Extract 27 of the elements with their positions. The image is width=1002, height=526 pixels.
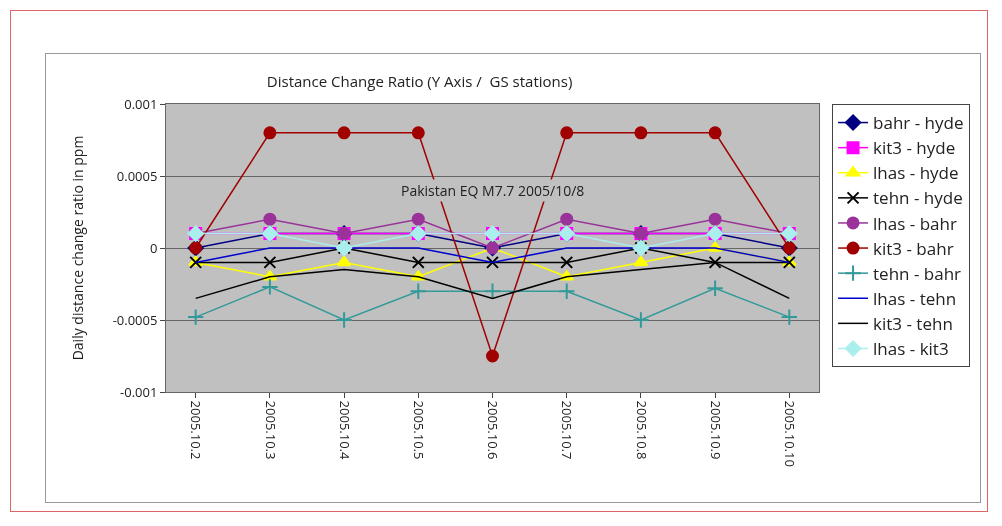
y-tick-label: -0.001 — [120, 382, 158, 401]
legend-label: lhas - hyde — [873, 161, 959, 185]
x-tick-label: 2005.10.5 — [410, 400, 429, 460]
legend-label: kit3 - bahr — [873, 236, 954, 260]
legend-label: lhas - kit3 — [873, 337, 949, 361]
x-tick-label: 2005.10.2 — [187, 400, 206, 460]
x-tick-label: 2005.10.6 — [484, 400, 503, 460]
annotation: Pakistan EQ M7.7 2005/10/8 — [401, 181, 585, 200]
x-tick-label: 2005.10.9 — [706, 400, 725, 460]
chart-title: Distance Change Ratio (Y Axis / GS stations) — [266, 70, 573, 91]
x-tick-label: 2005.10.4 — [335, 400, 354, 461]
y-tick-label: 0 — [149, 238, 158, 257]
x-tick-label: 2005.10.3 — [261, 400, 280, 460]
legend-label: tehn - bahr — [873, 261, 962, 285]
y-tick-label: 0.001 — [124, 94, 158, 113]
x-tick-label: 2005.10.7 — [558, 400, 577, 460]
y-axis-title: Daily distance change ratio in ppm — [68, 135, 88, 361]
x-tick-label: 2005.10.8 — [632, 400, 651, 460]
legend-label: kit3 - tehn — [873, 311, 953, 335]
legend-label: tehn - hyde — [873, 186, 963, 210]
x-tick-label: 2005.10.10 — [781, 400, 800, 467]
y-tick-label: -0.0005 — [112, 310, 158, 329]
y-tick-label: 0.0005 — [116, 166, 158, 185]
legend-label: lhas - tehn — [873, 286, 957, 310]
legend-label: lhas - bahr — [873, 211, 957, 235]
legend-label: kit3 - hyde — [873, 136, 956, 160]
legend-label: bahr - hyde — [873, 111, 964, 135]
